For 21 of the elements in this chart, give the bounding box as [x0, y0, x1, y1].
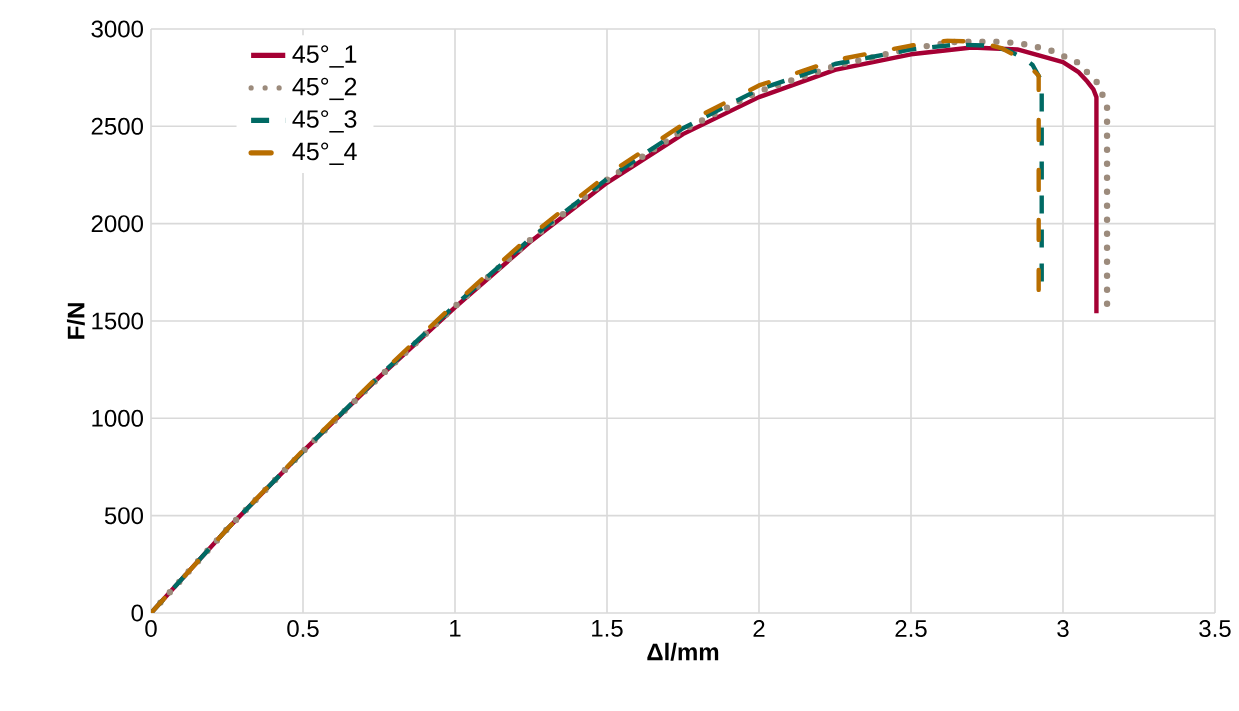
y-tick-label: 2500 — [91, 117, 143, 135]
legend-label: 45°_4 — [292, 142, 357, 166]
y-tick-label: 2000 — [91, 215, 143, 233]
x-tick-label: 3.5 — [1199, 620, 1231, 638]
y-tick-label: 1500 — [92, 312, 143, 330]
x-tick-label: 2.5 — [895, 620, 927, 638]
x-tick-label: 1 — [450, 620, 461, 637]
legend-label: 45°_2 — [292, 77, 357, 101]
legend-label: 45°_3 — [292, 110, 357, 133]
y-axis-title: F/N — [66, 303, 85, 339]
x-tick-label: 1.5 — [592, 620, 623, 637]
y-tick-label: 1000 — [92, 409, 143, 427]
x-tick-label: 2 — [753, 620, 765, 637]
x-tick-label: 3 — [1057, 620, 1069, 638]
y-tick-label: 3000 — [91, 20, 143, 38]
legend-label: 45°_1 — [292, 45, 357, 68]
x-tick-label: 0 — [145, 620, 157, 638]
y-tick-label: 0 — [131, 604, 144, 622]
x-tick-label: 0.5 — [287, 620, 319, 638]
y-tick-label: 500 — [104, 507, 143, 525]
x-axis-title: Δl/mm — [647, 642, 719, 661]
